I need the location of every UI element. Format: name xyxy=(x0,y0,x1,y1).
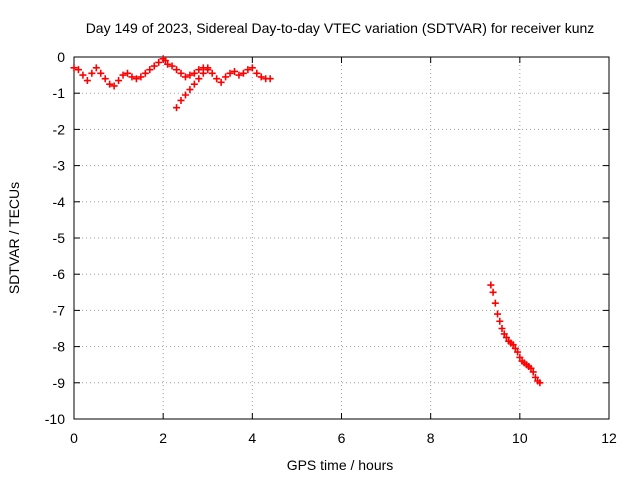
y-axis-ticks: 0 -1 -2 -3 -4 -5 -6 -7 -8 -9 -10 xyxy=(45,49,609,427)
y-tick-label: -2 xyxy=(53,121,66,137)
y-axis-label: SDTVAR / TECUs xyxy=(6,182,22,294)
x-tick-label: 6 xyxy=(338,430,346,446)
x-tick-label: 4 xyxy=(248,430,256,446)
data-point xyxy=(106,80,114,88)
series-segment-2 xyxy=(173,64,212,112)
x-axis-ticks: 0 2 4 6 8 10 12 xyxy=(70,57,617,446)
data-point xyxy=(88,69,96,77)
series-segment-1 xyxy=(70,55,274,90)
data-point xyxy=(489,288,497,296)
data-point xyxy=(502,334,510,342)
data-point xyxy=(500,330,508,338)
data-point xyxy=(239,69,247,77)
data-point xyxy=(222,73,230,81)
data-point xyxy=(190,80,198,88)
y-tick-label: -9 xyxy=(53,375,66,391)
data-point xyxy=(74,66,82,74)
data-point xyxy=(257,73,265,81)
data-point xyxy=(141,69,149,77)
x-tick-label: 8 xyxy=(427,430,435,446)
data-point xyxy=(101,75,109,83)
data-point xyxy=(491,299,499,307)
y-tick-label: -6 xyxy=(53,266,66,282)
x-tick-label: 10 xyxy=(512,430,528,446)
data-point xyxy=(173,66,181,74)
data-point xyxy=(164,60,172,68)
data-point xyxy=(115,77,123,85)
data-point xyxy=(124,69,131,77)
data-point xyxy=(70,64,78,72)
y-tick-label: -7 xyxy=(53,302,66,318)
data-point xyxy=(177,69,185,77)
data-point xyxy=(204,64,212,72)
data-point xyxy=(168,62,176,70)
chart-title: Day 149 of 2023, Sidereal Day-to-day VTE… xyxy=(86,20,595,36)
data-point xyxy=(132,75,140,83)
y-tick-label: -5 xyxy=(53,230,66,246)
data-point xyxy=(150,62,158,70)
y-tick-label: -1 xyxy=(53,85,66,101)
data-point xyxy=(181,73,189,81)
data-point xyxy=(235,71,243,79)
data-point xyxy=(217,78,225,86)
data-point xyxy=(509,341,517,349)
data-point xyxy=(155,58,163,66)
data-point xyxy=(487,281,495,289)
data-point xyxy=(83,77,91,85)
data-point xyxy=(253,69,261,77)
data-point xyxy=(231,67,238,75)
x-tick-label: 2 xyxy=(159,430,167,446)
data-point xyxy=(511,344,519,352)
data-point xyxy=(266,75,274,83)
data-point xyxy=(531,373,539,381)
grid-lines xyxy=(74,57,609,419)
data-point xyxy=(516,353,524,361)
data-point xyxy=(536,379,544,387)
data-point xyxy=(498,325,506,332)
series-segment-3 xyxy=(487,281,544,387)
data-point xyxy=(177,96,185,104)
data-point xyxy=(208,69,216,77)
y-tick-label: 0 xyxy=(57,49,65,65)
data-point xyxy=(119,71,127,79)
data-point xyxy=(199,69,207,77)
data-point xyxy=(248,64,256,72)
y-tick-label: -3 xyxy=(53,158,66,174)
data-point xyxy=(496,317,504,325)
data-point xyxy=(527,364,535,372)
data-point xyxy=(494,310,502,318)
x-tick-label: 12 xyxy=(601,430,617,446)
data-point xyxy=(137,73,145,81)
data-point xyxy=(161,57,169,65)
data-point xyxy=(79,71,87,79)
y-tick-label: -8 xyxy=(53,339,66,355)
data-point xyxy=(226,69,234,77)
data-point xyxy=(514,348,522,356)
data-point xyxy=(186,71,194,79)
data-point xyxy=(529,368,537,376)
data-point xyxy=(213,75,221,83)
data-point xyxy=(128,73,136,81)
y-tick-label: -10 xyxy=(45,411,65,427)
x-axis-label: GPS time / hours xyxy=(287,457,394,473)
data-point xyxy=(190,69,198,77)
data-point xyxy=(110,82,118,90)
data-point xyxy=(186,86,194,94)
data-point xyxy=(244,66,252,74)
y-tick-label: -4 xyxy=(53,194,66,210)
data-point xyxy=(195,75,203,83)
data-point xyxy=(97,69,105,77)
data-point xyxy=(146,66,154,74)
x-tick-label: 0 xyxy=(70,430,78,446)
data-points xyxy=(70,55,544,387)
data-point xyxy=(181,91,189,99)
data-point xyxy=(173,104,181,112)
data-point xyxy=(195,66,203,74)
data-point xyxy=(92,64,100,72)
